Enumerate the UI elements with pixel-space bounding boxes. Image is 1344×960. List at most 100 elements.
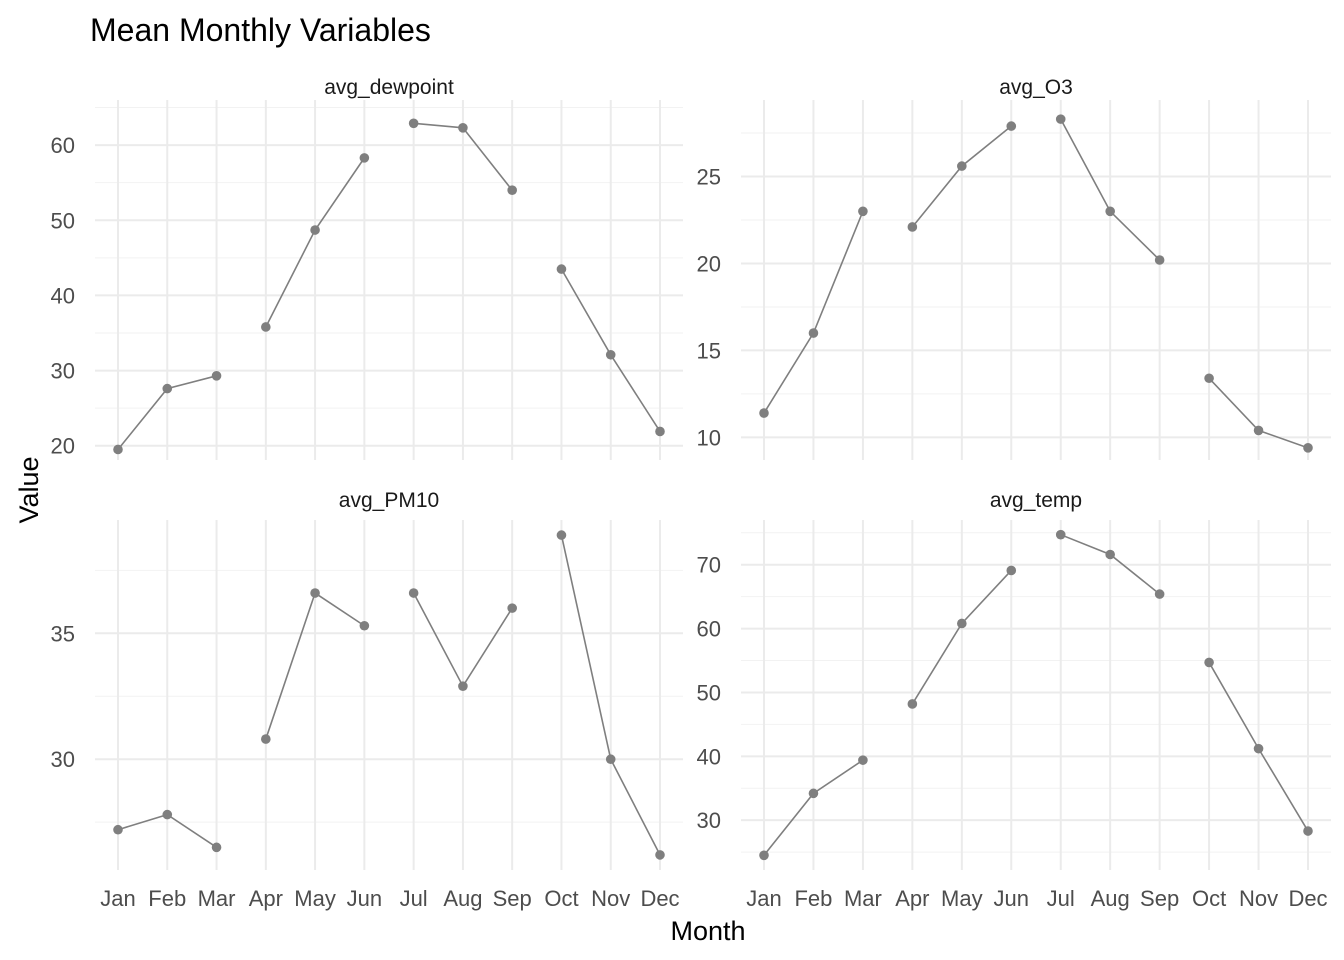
data-point <box>1006 121 1017 131</box>
data-point <box>759 850 769 861</box>
y-tick-label: 10 <box>697 425 721 450</box>
data-point <box>359 153 370 163</box>
data-point <box>1055 114 1066 124</box>
data-point <box>458 681 468 691</box>
data-point <box>310 225 320 235</box>
facet-avg_temp: 30 40 50 60 70 avg_temp Jan Feb Mar Apr May Jun Jul A… <box>697 489 1331 911</box>
facet-strip-label: avg_O3 <box>999 76 1073 99</box>
y-tick-label: 70 <box>697 553 721 578</box>
y-tick-label: 20 <box>697 251 721 276</box>
data-point <box>1105 549 1115 560</box>
data-point <box>310 588 320 598</box>
y-tick-label: 40 <box>51 283 75 308</box>
data-point <box>408 118 419 129</box>
data-point <box>907 222 918 232</box>
data-point <box>1303 443 1313 453</box>
data-point <box>359 620 370 631</box>
facet-avg_PM10: 30 35 avg_PM10 Jan Feb Mar Apr May Jun Jul Aug Sep O… <box>51 489 683 911</box>
data-point <box>458 123 468 133</box>
x-tick-label: Sep <box>1140 886 1179 911</box>
facet-avg_O3: 10 15 20 25 avg_O3 <box>697 76 1331 460</box>
x-tick-label: May <box>294 886 336 911</box>
data-point <box>759 408 769 418</box>
facet-strip-label: avg_dewpoint <box>324 76 454 99</box>
data-point <box>556 264 567 274</box>
x-tick-label: Sep <box>493 886 532 911</box>
data-point <box>211 842 222 853</box>
x-tick-label: Apr <box>249 886 283 911</box>
y-tick-label: 25 <box>697 165 721 190</box>
x-tick-label: Jun <box>347 886 382 911</box>
y-tick-label: 30 <box>697 808 721 833</box>
x-tick-label: Jan <box>746 886 781 911</box>
data-point <box>261 322 271 332</box>
y-tick-label: 35 <box>51 621 75 646</box>
facet-strip-label: avg_temp <box>990 489 1082 512</box>
data-point <box>1204 373 1214 384</box>
x-tick-label: Apr <box>895 886 929 911</box>
x-tick-label: Dec <box>1288 886 1327 911</box>
x-tick-label: Oct <box>544 886 578 911</box>
x-tick-label: Mar <box>844 886 882 911</box>
data-point <box>113 444 123 455</box>
x-axis-title: Month <box>670 916 745 946</box>
data-point <box>808 788 819 799</box>
x-tick-label: Feb <box>794 886 832 911</box>
data-point <box>1154 255 1165 265</box>
data-point <box>1105 206 1115 217</box>
data-point <box>858 206 868 217</box>
x-tick-label: Aug <box>443 886 482 911</box>
data-point <box>1253 743 1264 754</box>
x-tick-label: Nov <box>1239 886 1278 911</box>
data-point <box>162 809 173 820</box>
x-tick-label: Mar <box>198 886 236 911</box>
y-tick-label: 15 <box>697 338 721 363</box>
data-point <box>162 383 173 394</box>
chart-title: Mean Monthly Variables <box>90 12 431 48</box>
data-point <box>211 371 222 381</box>
data-point <box>957 618 967 629</box>
y-tick-label: 50 <box>51 208 75 233</box>
y-axis-title: Value <box>14 456 44 523</box>
data-point <box>655 850 665 860</box>
facet-strip-label: avg_PM10 <box>339 489 439 512</box>
data-point <box>655 426 665 437</box>
data-point <box>1055 529 1066 540</box>
data-point <box>507 603 517 613</box>
data-point <box>1154 589 1165 599</box>
y-tick-label: 20 <box>51 434 75 459</box>
x-tick-label: Feb <box>148 886 186 911</box>
y-tick-label: 30 <box>51 747 75 772</box>
data-point <box>808 328 819 338</box>
data-point <box>1253 425 1264 436</box>
data-point <box>1006 565 1017 576</box>
data-point <box>408 588 419 598</box>
y-tick-label: 40 <box>697 744 721 769</box>
x-tick-label: Jan <box>100 886 135 911</box>
data-point <box>605 754 616 765</box>
facet-panels: 20 30 40 50 60 avg_dewpoint 10 15 20 25 avg_O3 30 35… <box>51 76 1331 911</box>
x-tick-label: Jul <box>1047 886 1075 911</box>
y-tick-label: 60 <box>697 617 721 642</box>
data-point <box>605 349 616 360</box>
data-point <box>957 161 967 171</box>
data-point <box>907 699 918 709</box>
data-point <box>113 824 123 835</box>
x-tick-label: Jul <box>400 886 428 911</box>
y-tick-label: 60 <box>51 133 75 158</box>
x-tick-label: May <box>941 886 983 911</box>
data-point <box>1303 826 1313 836</box>
data-point <box>1204 657 1214 668</box>
y-tick-label: 30 <box>51 359 75 384</box>
facet-avg_dewpoint: 20 30 40 50 60 avg_dewpoint <box>51 76 683 460</box>
data-point <box>507 185 517 195</box>
x-tick-label: Nov <box>591 886 630 911</box>
y-tick-label: 50 <box>697 680 721 705</box>
data-point <box>858 755 868 765</box>
x-tick-label: Aug <box>1091 886 1130 911</box>
data-point <box>261 734 271 744</box>
x-tick-label: Jun <box>994 886 1029 911</box>
data-point <box>556 530 567 540</box>
x-tick-label: Oct <box>1192 886 1226 911</box>
